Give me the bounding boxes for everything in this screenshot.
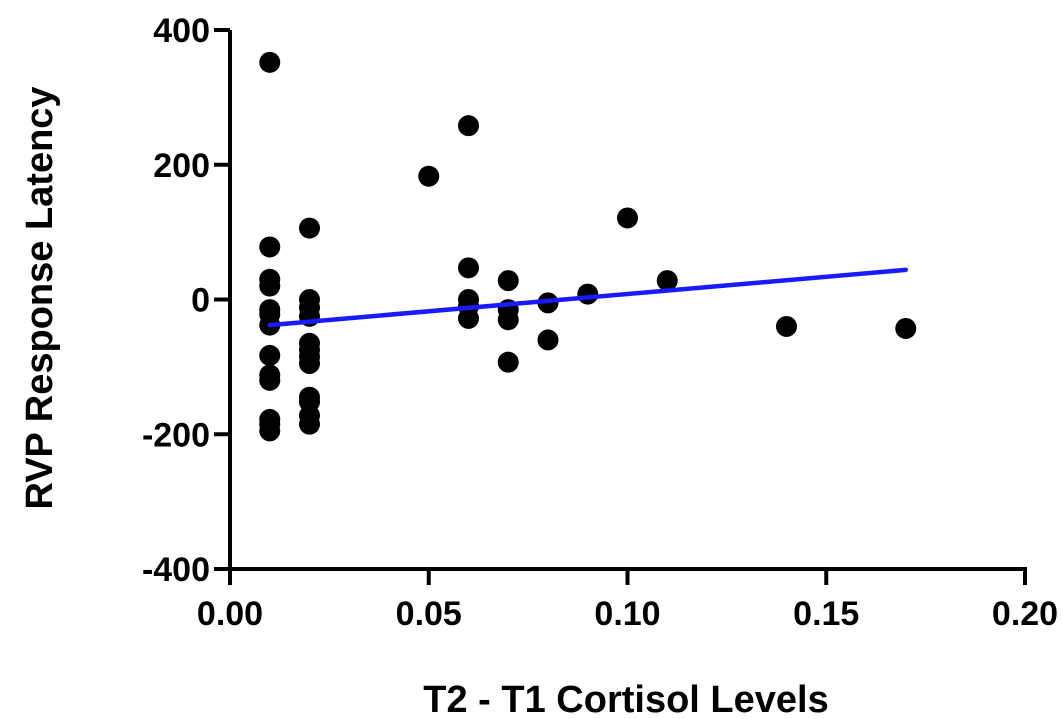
regression-line-group — [267, 267, 908, 328]
data-point — [497, 270, 519, 292]
data-point — [497, 351, 519, 373]
data-point — [418, 165, 440, 187]
x-axis-title: T2 - T1 Cortisol Levels — [423, 679, 828, 719]
x-tick-label: 0.00 — [197, 595, 263, 633]
data-point — [458, 115, 479, 137]
y-axis-title: RVP Response Latency — [19, 86, 61, 509]
y-tick-label: 0 — [191, 282, 210, 320]
y-tick-label: 200 — [153, 147, 210, 185]
y-tick-label: -400 — [142, 551, 210, 589]
data-point — [458, 307, 479, 329]
x-tick-label: 0.15 — [793, 595, 859, 633]
data-point — [577, 283, 599, 305]
data-point — [537, 329, 559, 351]
axes — [228, 30, 1027, 571]
data-point — [259, 236, 281, 258]
data-point — [895, 317, 917, 339]
data-point — [259, 51, 281, 73]
data-point — [656, 270, 678, 292]
data-point — [617, 207, 638, 229]
data-point — [259, 420, 281, 442]
y-tick-label: 400 — [153, 12, 210, 50]
y-tick-label: -200 — [142, 416, 210, 454]
axis-ticks: -400 -200 0 200 400 0.00 0.05 0.10 0.15 0.20 — [142, 12, 1058, 633]
data-point — [259, 344, 281, 366]
data-point — [299, 413, 320, 435]
x-tick-label: 0.10 — [594, 595, 660, 633]
data-point — [259, 275, 281, 297]
data-point — [299, 353, 320, 375]
x-tick-label: 0.20 — [992, 595, 1058, 633]
data-point — [458, 257, 479, 279]
data-points — [259, 51, 917, 442]
data-point — [497, 309, 519, 331]
data-point — [259, 369, 281, 391]
regression-line — [267, 267, 908, 328]
data-point — [299, 217, 320, 239]
data-point — [776, 315, 797, 337]
x-tick-label: 0.05 — [396, 595, 462, 633]
